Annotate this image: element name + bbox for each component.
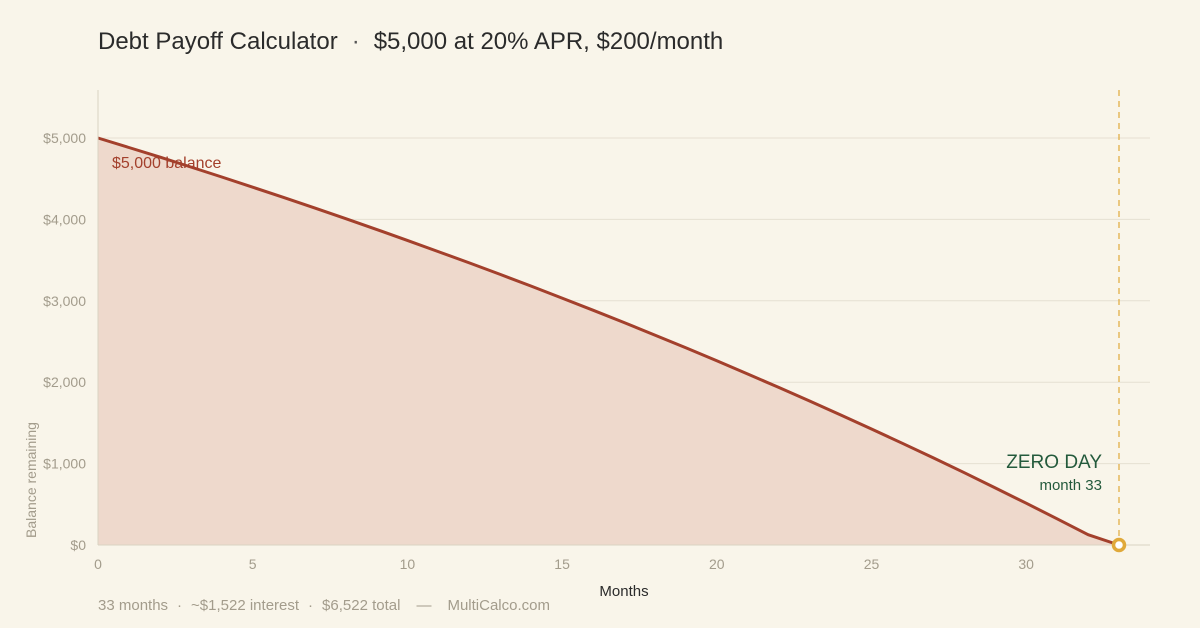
y-tick-label: $5,000 xyxy=(43,130,86,146)
footer-site: MultiCalco.com xyxy=(447,597,550,614)
y-tick-label: $2,000 xyxy=(43,374,86,390)
x-tick-label: 5 xyxy=(249,556,257,572)
y-tick-label: $0 xyxy=(70,537,86,553)
footer-dash: — xyxy=(416,597,432,614)
footer-dot: · xyxy=(177,597,183,614)
footer-total: $6,522 total xyxy=(322,597,401,614)
chart-title: Debt Payoff Calculator · $5,000 at 20% APR… xyxy=(98,28,723,56)
x-tick-label: 15 xyxy=(554,556,570,572)
balance-line xyxy=(97,136,1120,547)
x-tick-label: 20 xyxy=(709,556,725,572)
zero-day-label: ZERO DAY xyxy=(1006,452,1102,473)
y-tick-label: $3,000 xyxy=(43,293,86,309)
x-tick-label: 0 xyxy=(94,556,102,572)
title-main: Debt Payoff Calculator xyxy=(98,28,338,55)
x-tick-labels: 0 5 10 15 20 25 30 xyxy=(94,556,1034,572)
start-balance-label: $5,000 balance xyxy=(112,155,222,172)
zero-day-month-label: month 33 xyxy=(1039,477,1102,494)
title-separator: · xyxy=(351,28,360,55)
footer-months: 33 months xyxy=(98,597,169,614)
summary-footer: 33 months · ~$1,522 interest · $6,522 total —… xyxy=(98,597,550,614)
y-tick-label: $1,000 xyxy=(43,456,86,472)
balance-area xyxy=(98,138,1119,545)
y-tick-label: $4,000 xyxy=(43,211,86,227)
x-tick-label: 25 xyxy=(864,556,880,572)
x-tick-label: 30 xyxy=(1018,556,1034,572)
y-tick-labels: $0 $1,000 $2,000 $3,000 $4,000 $5,000 xyxy=(43,130,86,553)
x-axis-title: Months xyxy=(599,583,648,600)
footer-dot: · xyxy=(308,597,314,614)
zero-day-marker xyxy=(1111,537,1127,553)
y-axis-title: Balance remaining xyxy=(23,422,39,538)
title-subtitle: $5,000 at 20% APR, $200/month xyxy=(373,28,724,55)
footer-interest: ~$1,522 interest xyxy=(191,597,300,614)
x-tick-label: 10 xyxy=(400,556,416,572)
